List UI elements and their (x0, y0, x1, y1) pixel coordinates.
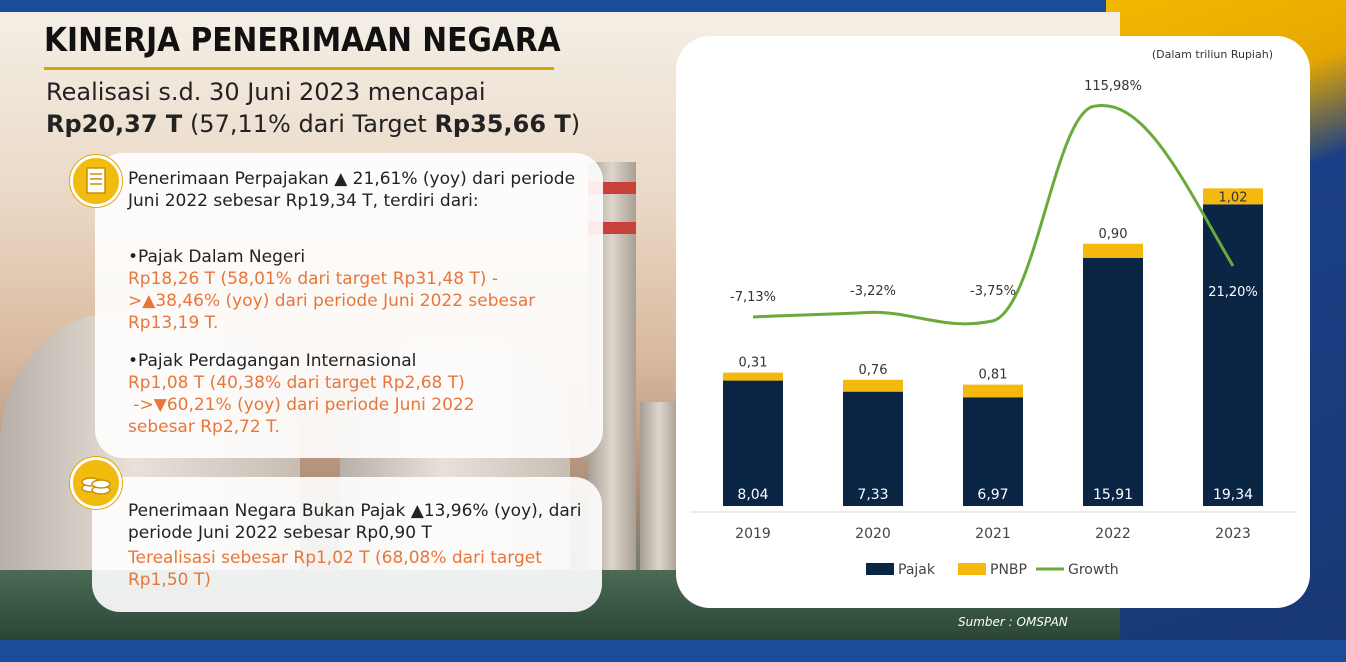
label-pnbp-2023: 1,02 (1219, 190, 1248, 205)
label-pnbp-2020: 0,76 (859, 363, 888, 378)
tick-label-2021: 2021 (975, 526, 1011, 542)
bottom-bar (0, 640, 1346, 662)
subtitle-line2: Rp20,37 T (57,11% dari Target Rp35,66 T) (46, 110, 580, 138)
trade-tax-detail-3: sebesar Rp2,72 T. (128, 417, 280, 437)
bar-pnbp-2021 (963, 384, 1023, 398)
label-pajak-2019: 8,04 (737, 487, 768, 503)
tick-label-2022: 2022 (1095, 526, 1131, 542)
pnbp-card (92, 477, 602, 612)
tax-intro: Penerimaan Perpajakan ▲ 21,61% (yoy) dar… (128, 169, 576, 211)
label-growth-2023: 21,20% (1208, 285, 1258, 300)
bar-pnbp-2023 (1203, 188, 1263, 205)
unit-note: (Dalam triliun Rupiah) (1152, 48, 1273, 61)
bar-pajak-2019 (723, 380, 783, 506)
chart-card: (Dalam triliun Rupiah) 8,04 0,31 2019 7,33 0,… (676, 36, 1310, 608)
label-pajak-2022: 15,91 (1093, 487, 1133, 503)
subtitle-close: ) (570, 110, 581, 138)
page-title: KINERJA PENERIMAAN NEGARA (44, 20, 561, 59)
top-bar (0, 0, 1346, 12)
label-pajak-2021: 6,97 (977, 487, 1008, 503)
tick-label-2019: 2019 (735, 526, 771, 542)
target-amount: Rp35,66 T (434, 110, 571, 138)
domestic-tax-title: •Pajak Dalam Negeri (128, 247, 306, 267)
title-underline (44, 67, 554, 70)
legend-swatch-pajak (866, 563, 894, 575)
realization-amount: Rp20,37 T (46, 110, 183, 138)
tick-label-2023: 2023 (1215, 526, 1251, 542)
legend-swatch-pnbp (958, 563, 986, 575)
label-growth-2022: 115,98% (1084, 79, 1142, 94)
legend-label-pajak: Pajak (898, 562, 936, 578)
label-pajak-2020: 7,33 (857, 487, 888, 503)
trade-tax-detail-2: ->▼60,21% (yoy) dari periode Juni 2022 (128, 395, 475, 415)
label-growth-2020: -3,22% (850, 284, 896, 299)
label-pajak-2023: 19,34 (1213, 487, 1253, 503)
label-pnbp-2019: 0,31 (739, 356, 768, 371)
revenue-chart: (Dalam triliun Rupiah) 8,04 0,31 2019 7,33 0,… (690, 48, 1296, 578)
growth-line (752, 104, 1235, 326)
domestic-tax-detail: Rp18,26 T (58,01% dari target Rp31,48 T)… (128, 269, 536, 333)
label-growth-2019: -7,13% (730, 290, 776, 305)
trade-tax-title: •Pajak Perdagangan Internasional (128, 351, 417, 371)
legend-label-pnbp: PNBP (990, 562, 1027, 578)
bar-pnbp-2022 (1083, 243, 1143, 258)
subtitle-line1: Realisasi s.d. 30 Juni 2023 mencapai (46, 78, 486, 106)
bar-pajak-2020 (843, 391, 903, 506)
coins-icon (70, 457, 122, 509)
tax-revenue-card (95, 153, 603, 458)
label-pnbp-2021: 0,81 (979, 368, 1008, 383)
bar-pnbp-2020 (843, 379, 903, 392)
trade-tax-detail-1: Rp1,08 T (40,38% dari target Rp2,68 T) (128, 373, 465, 393)
bar-pajak-2022 (1083, 257, 1143, 506)
receipt-icon (70, 155, 122, 207)
bar-pnbp-2019 (723, 372, 783, 381)
realization-percent: (57,11% dari Target (182, 110, 435, 138)
pnbp-intro: Penerimaan Negara Bukan Pajak ▲13,96% (y… (128, 501, 582, 543)
label-growth-2021: -3,75% (970, 284, 1016, 299)
source-note: Sumber : OMSPAN (958, 615, 1068, 629)
bar-pajak-2021 (963, 397, 1023, 506)
tick-label-2020: 2020 (855, 526, 891, 542)
pnbp-detail: Terealisasi sebesar Rp1,02 T (68,08% dar… (128, 548, 542, 590)
bar-pajak-2023 (1203, 204, 1263, 506)
label-pnbp-2022: 0,90 (1099, 227, 1128, 242)
legend-label-growth: Growth (1068, 562, 1119, 578)
